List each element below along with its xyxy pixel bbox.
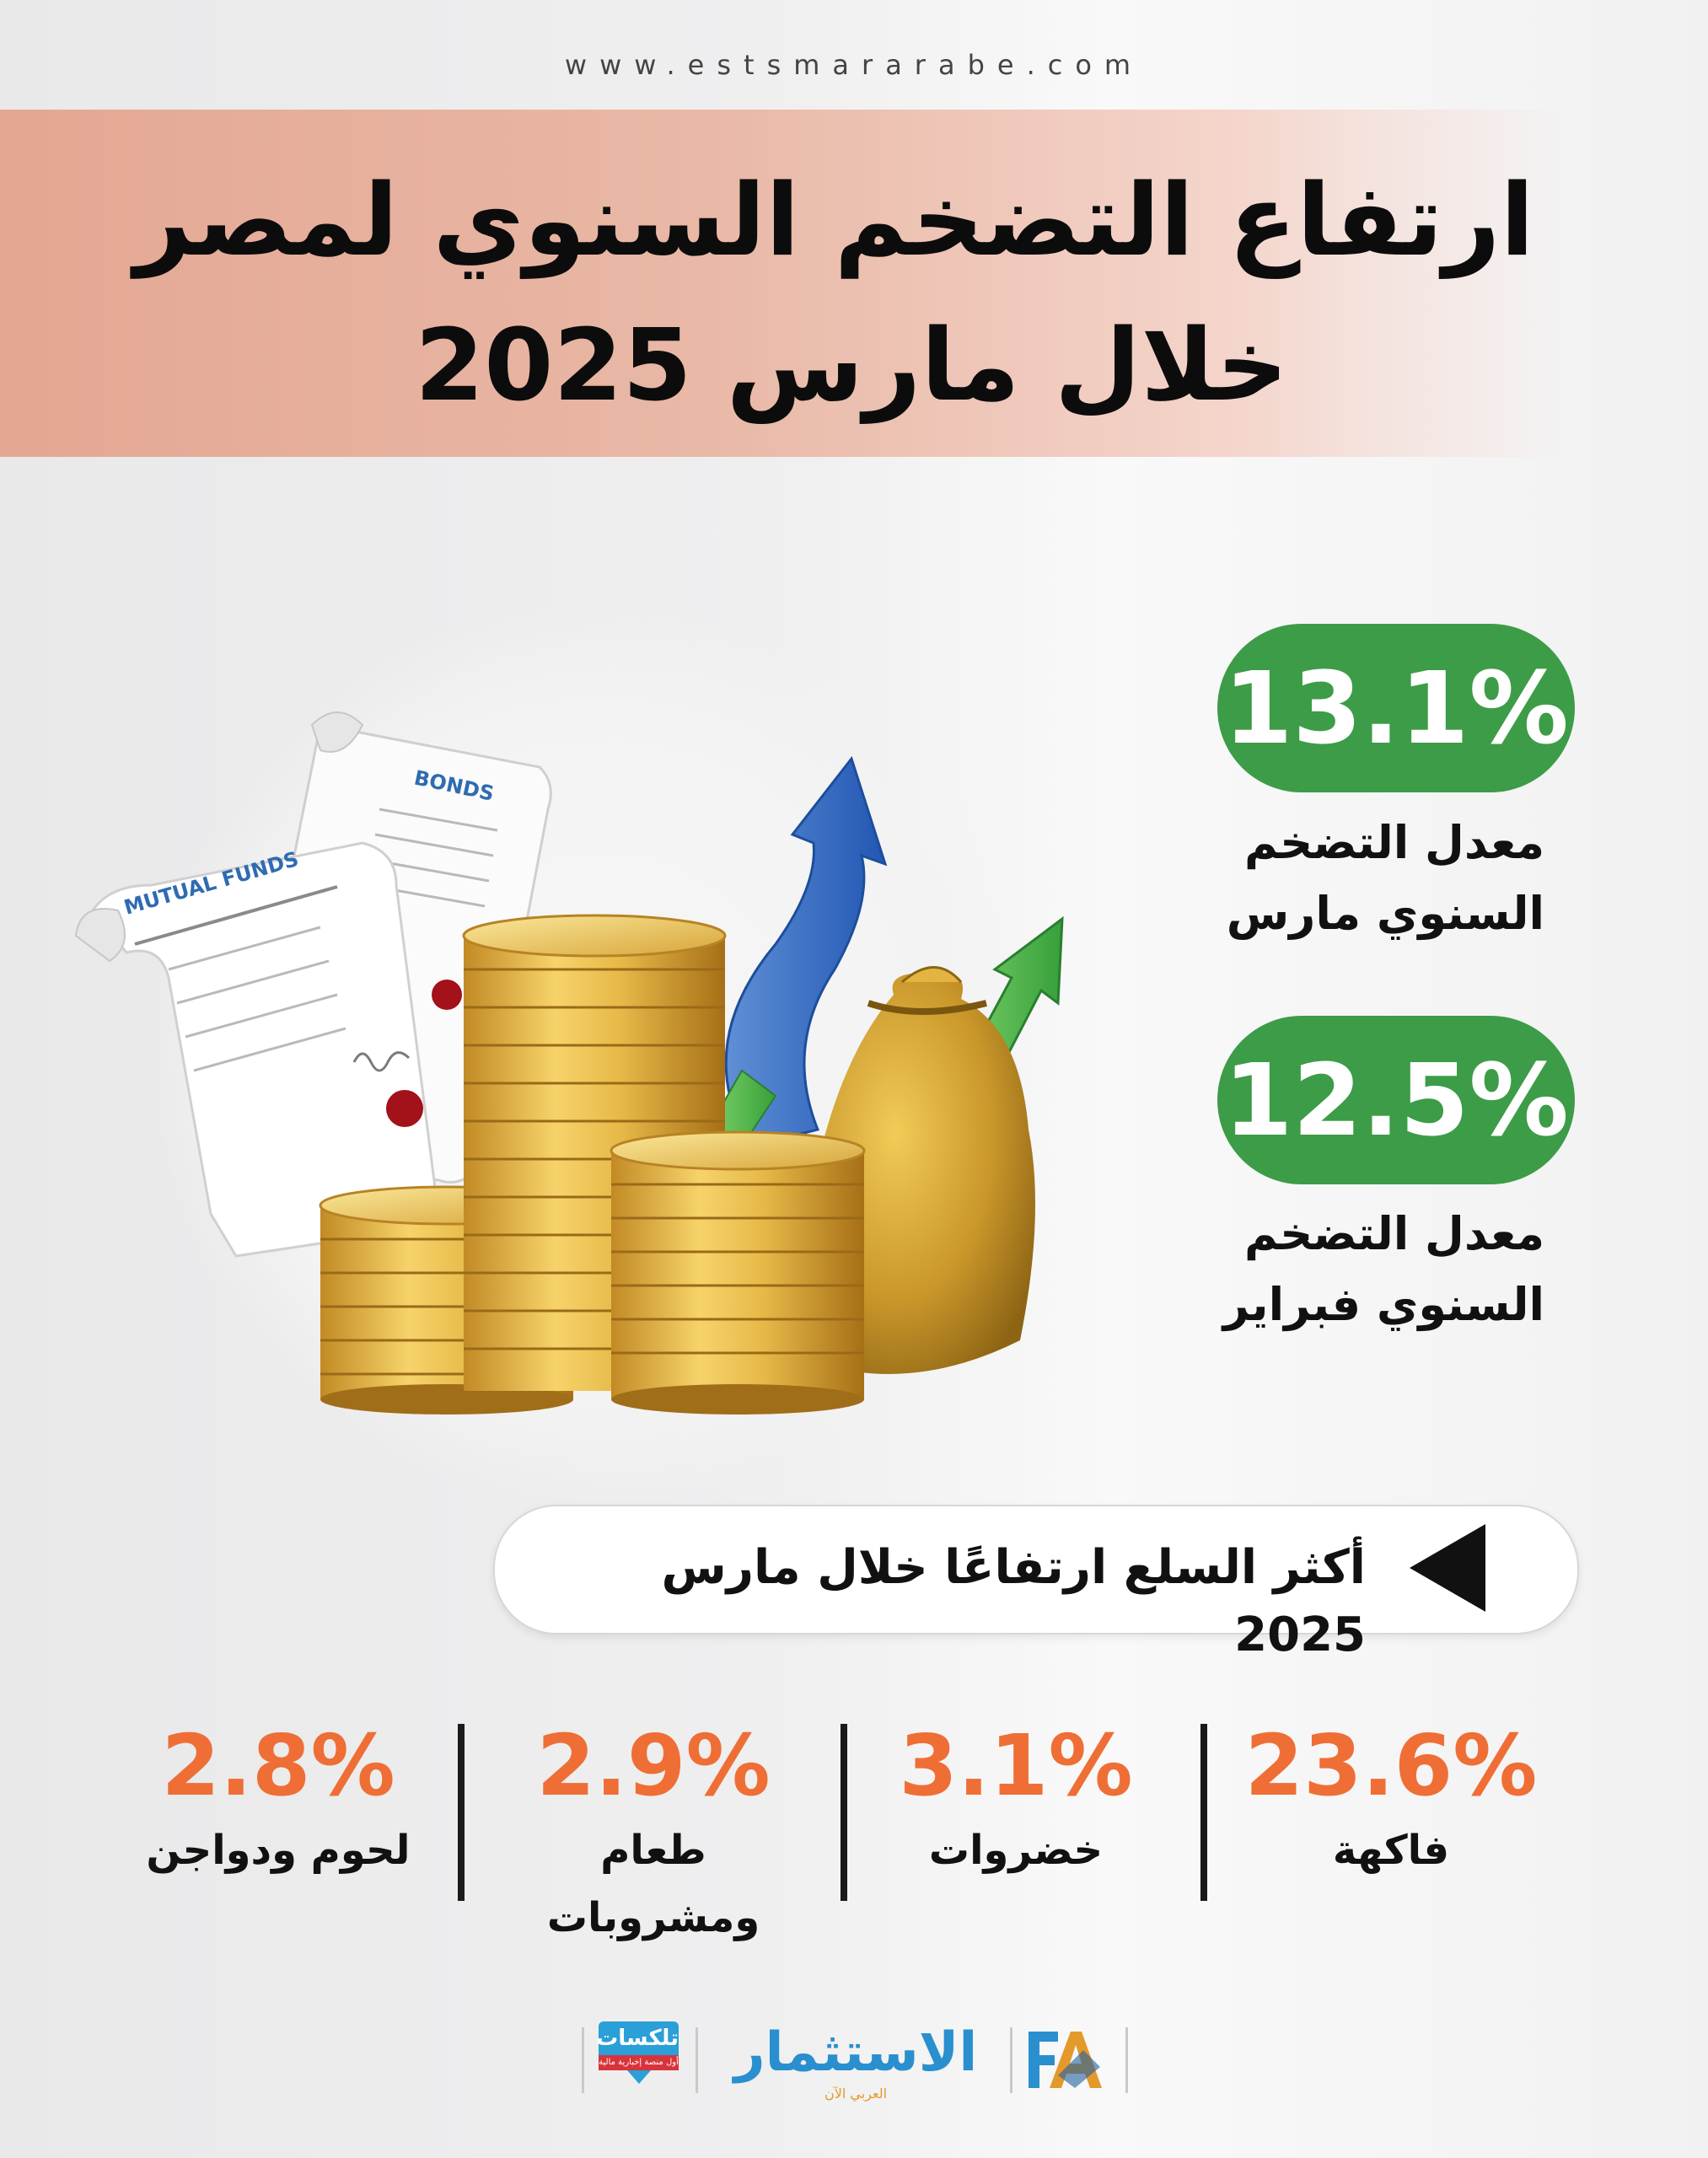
commodity-name: خضروات	[928, 1827, 1104, 1874]
march-label-line-2: السنوي مارس	[1226, 887, 1544, 940]
february-label-line-2: السنوي فبراير	[1222, 1278, 1544, 1331]
commodity-value: 23.6%	[1244, 1716, 1538, 1815]
fa-logo-icon	[1029, 2032, 1102, 2088]
logo-separator	[582, 2027, 584, 2093]
commodity-meat-poultry: 2.8% لحوم ودواجن	[139, 1715, 417, 1884]
commodity-name: لحوم ودواجن	[146, 1827, 411, 1874]
march-inflation-label: معدل التضخم السنوي مارس	[1174, 808, 1544, 949]
february-inflation-value: 12.5%	[1223, 1042, 1569, 1158]
logo-separator	[1010, 2027, 1012, 2093]
title-line-1: ارتفاع التضخم السنوي لمصر	[134, 162, 1534, 278]
march-label-line-1: معدل التضخم	[1243, 816, 1544, 869]
title-banner	[0, 110, 1568, 457]
divider	[1200, 1724, 1207, 1901]
commodities-section-header	[493, 1505, 1579, 1635]
estsmar-tagline: العربي الآن	[824, 2086, 888, 2102]
february-label-line-1: معدل التضخم	[1243, 1207, 1544, 1260]
commodity-name: طعام ومشروبات	[546, 1827, 760, 1941]
finance-illustration: BONDS MUTUAL FUNDS	[74, 711, 1064, 1415]
commodity-food-beverages: 2.9% طعام ومشروبات	[493, 1715, 814, 1951]
commodity-value: 2.8%	[161, 1716, 395, 1815]
february-inflation-badge: 12.5%	[1217, 1016, 1575, 1184]
estsmar-logo-text: الاستثمار	[733, 2021, 978, 2084]
logo-separator	[696, 2027, 698, 2093]
commodity-fruit: 23.6% فاكهة	[1231, 1715, 1551, 1884]
triangle-pointer-icon	[1410, 1524, 1485, 1612]
commodity-name: فاكهة	[1332, 1827, 1450, 1874]
divider	[841, 1724, 847, 1901]
blue-up-arrow-icon	[724, 755, 888, 1148]
commodity-value: 2.9%	[536, 1716, 771, 1815]
commodity-vegetables: 3.1% خضروات	[877, 1715, 1155, 1884]
divider	[458, 1724, 465, 1901]
march-inflation-badge: 13.1%	[1217, 624, 1575, 792]
estsmar-logo: الاستثمار العربي الآن	[721, 2019, 991, 2103]
commodity-value: 3.1%	[899, 1716, 1133, 1815]
march-inflation-value: 13.1%	[1223, 650, 1569, 766]
coin-stack-right	[610, 1130, 866, 1415]
website-url: www.estsmararabe.com	[564, 49, 1144, 81]
telexat-logo: تلكسات أول منصة إخبارية مالية	[596, 2021, 679, 2097]
commodities-section-title: أكثر السلع ارتفاعًا خلال مارس 2025	[661, 1540, 1366, 1662]
logo-separator	[1125, 2027, 1128, 2093]
page-title: ارتفاع التضخم السنوي لمصر خلال مارس 2025	[134, 148, 1534, 438]
title-line-2: خلال مارس 2025	[415, 307, 1288, 423]
february-inflation-label: معدل التضخم السنوي فبراير	[1174, 1199, 1544, 1340]
telexat-tagline: أول منصة إخبارية مالية	[599, 2055, 679, 2070]
telexat-logo-text: تلكسات	[596, 2021, 679, 2055]
